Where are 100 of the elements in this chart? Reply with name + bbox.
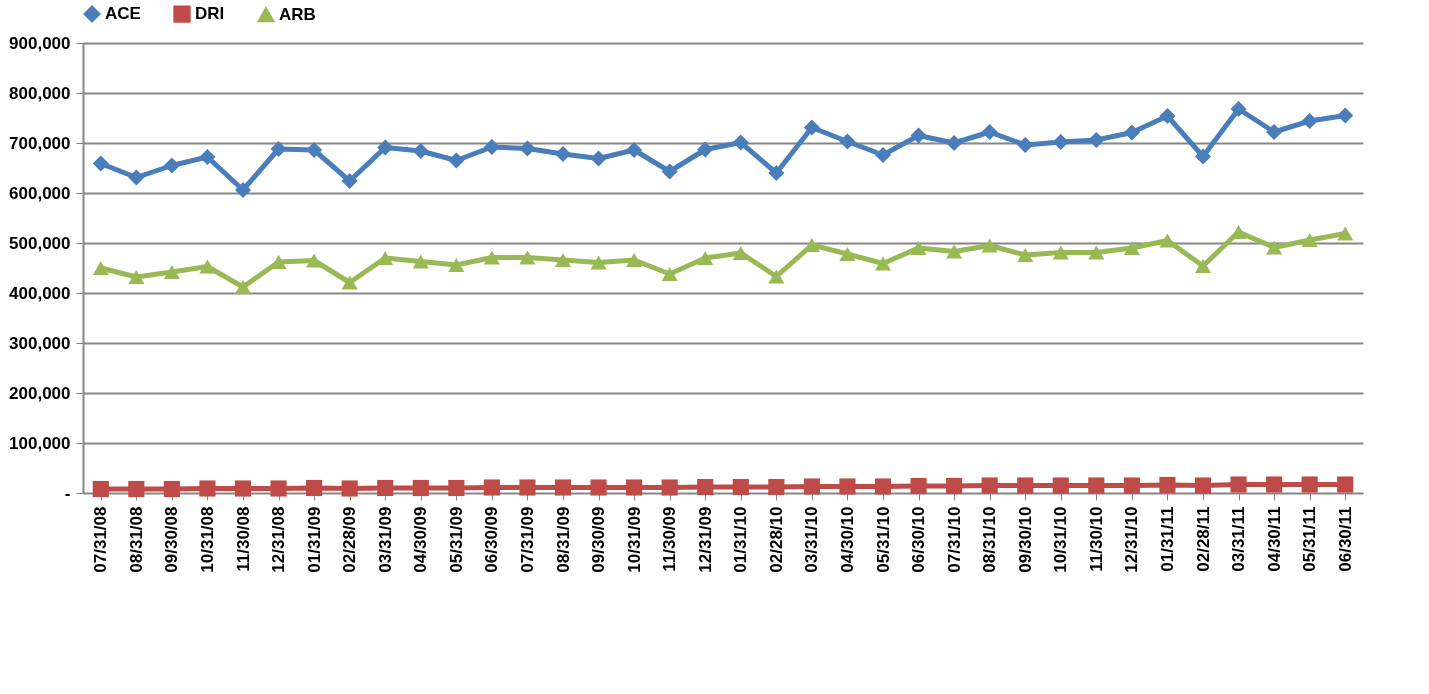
x-tick-label: 02/28/11 <box>1193 506 1213 572</box>
point <box>554 145 572 163</box>
point <box>874 256 892 271</box>
point <box>697 251 714 265</box>
x-tick-label: 08/31/08 <box>126 506 146 573</box>
point <box>839 478 856 495</box>
point <box>1123 124 1140 141</box>
point <box>341 275 358 290</box>
point <box>92 155 109 172</box>
point <box>306 141 323 159</box>
point <box>1266 476 1283 493</box>
point <box>412 254 429 269</box>
y-tick-label: 900,000 <box>9 33 71 53</box>
point <box>448 479 465 497</box>
point <box>732 134 749 151</box>
x-tick-label: 06/30/09 <box>482 506 502 573</box>
y-tick-label: 100,000 <box>9 433 71 453</box>
point <box>590 255 607 270</box>
point <box>1230 100 1247 118</box>
point <box>697 141 714 158</box>
y-tick-label: 500,000 <box>9 233 71 253</box>
point <box>128 480 145 498</box>
point <box>199 259 216 274</box>
x-tick-label: 06/30/11 <box>1335 506 1355 572</box>
y-tick-label: 600,000 <box>9 183 71 203</box>
point <box>1017 248 1034 262</box>
x-tick-label: 03/31/10 <box>802 506 822 573</box>
x-tick-label: 10/31/10 <box>1051 506 1071 573</box>
point <box>732 478 749 496</box>
point <box>874 478 892 495</box>
point <box>341 480 358 497</box>
point <box>981 477 998 494</box>
point <box>626 141 643 159</box>
legend-label: ARB <box>279 4 316 24</box>
point <box>412 142 429 160</box>
x-tick-label: 07/31/08 <box>91 506 111 573</box>
x-tick-label: 08/31/09 <box>553 506 573 573</box>
point <box>554 253 572 267</box>
point <box>1052 477 1069 494</box>
x-tick-label: 09/30/09 <box>589 506 609 573</box>
point <box>1159 107 1176 125</box>
point <box>803 478 820 495</box>
point <box>1159 476 1176 494</box>
point <box>483 250 500 265</box>
point <box>199 480 216 497</box>
point <box>1337 107 1354 124</box>
x-tick-label: 03/31/09 <box>375 506 395 573</box>
x-tick-label: 04/30/09 <box>411 506 431 573</box>
point <box>946 477 963 495</box>
point <box>946 244 963 259</box>
x-tick-label: 11/30/09 <box>660 506 680 572</box>
point <box>234 181 252 199</box>
x-tick-label: 07/31/10 <box>944 506 964 573</box>
point <box>483 479 500 496</box>
point <box>946 134 963 152</box>
point <box>377 479 394 497</box>
point <box>768 269 785 284</box>
point <box>519 250 536 265</box>
x-tick-label: 08/31/10 <box>980 506 1000 573</box>
point <box>910 241 927 255</box>
point <box>163 157 180 174</box>
point <box>661 267 678 281</box>
point <box>1194 148 1212 165</box>
x-tick-label: 12/31/10 <box>1122 506 1142 573</box>
x-tick-label: 07/31/09 <box>517 506 537 573</box>
point <box>270 480 287 497</box>
point <box>306 253 323 268</box>
point <box>1301 112 1318 130</box>
x-tick-label: 02/28/10 <box>766 506 786 573</box>
y-tick-label: 200,000 <box>9 383 71 403</box>
point <box>519 140 536 157</box>
x-tick-label: 06/30/10 <box>909 506 929 573</box>
point <box>1123 241 1140 255</box>
point <box>910 127 927 144</box>
point <box>92 480 109 498</box>
point <box>234 280 252 294</box>
point <box>981 238 998 253</box>
point <box>697 478 714 496</box>
point <box>199 148 216 166</box>
point <box>448 258 465 272</box>
point <box>1266 123 1283 141</box>
y-tick-label: 700,000 <box>9 133 71 153</box>
x-tick-label: 01/31/11 <box>1157 506 1177 572</box>
x-tick-label: 05/31/09 <box>446 506 466 573</box>
point <box>1337 226 1354 241</box>
point <box>1017 477 1034 494</box>
point <box>234 480 252 497</box>
point <box>874 146 892 164</box>
point <box>910 477 927 495</box>
point <box>661 479 678 496</box>
point <box>554 479 572 496</box>
x-tick-label: 12/31/09 <box>695 506 715 573</box>
point <box>306 479 323 497</box>
point <box>128 270 145 284</box>
y-tick-label: 400,000 <box>9 283 71 303</box>
y-tick-label: - <box>64 483 71 503</box>
x-tick-label: 12/31/08 <box>269 506 289 573</box>
x-tick-label: 02/28/09 <box>340 506 360 573</box>
x-tick-label: 01/31/09 <box>304 506 324 573</box>
point <box>626 479 643 496</box>
